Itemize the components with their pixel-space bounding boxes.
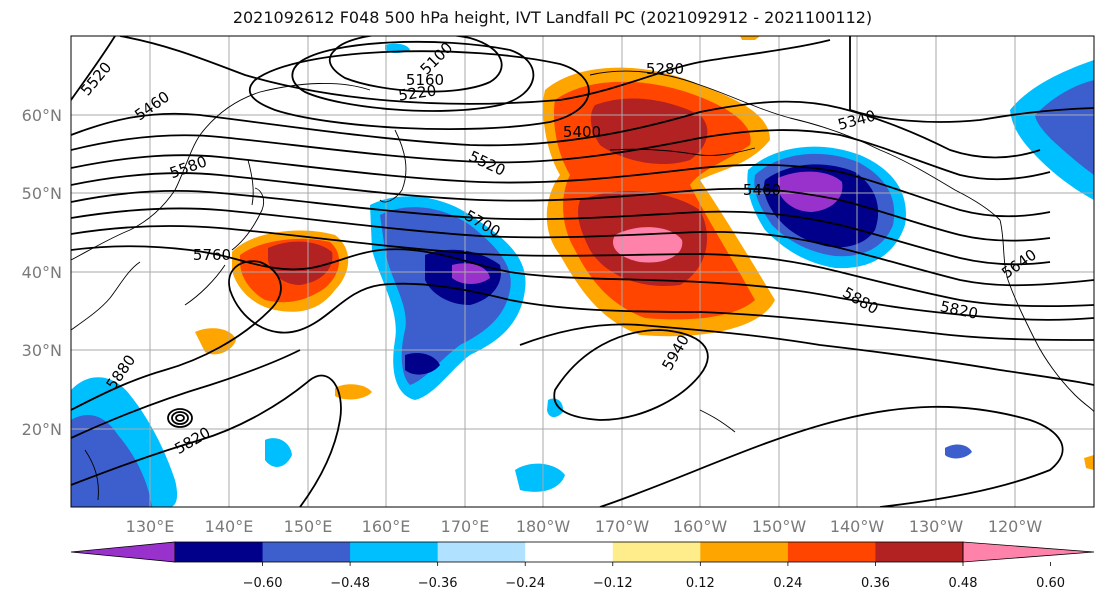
contour-5820: [71, 260, 1094, 411]
colorbar-tick-labels: −0.60 −0.48 −0.36 −0.24 −0.12 0.12 0.24 0.36 0.4…: [243, 562, 1065, 591]
contour-label: 5760: [193, 246, 231, 264]
contour-label: 5220: [397, 81, 437, 104]
contour-5760: [71, 245, 1094, 321]
longitude-label: 150°W: [752, 517, 807, 536]
contour-5700: [71, 225, 1094, 308]
colorbar-segment: [175, 542, 264, 562]
ivt-negative-region-southwest-mid: [71, 415, 152, 507]
colorbar-frame: [174, 541, 964, 563]
colorbar-segment: [437, 542, 526, 562]
latitude-label: 50°N: [22, 184, 62, 203]
colorbar-extend-high: [962, 541, 1095, 563]
colorbar-extend-low: [70, 541, 176, 563]
ivt-negative-region-east-core: [778, 171, 843, 212]
coastline-alaska: [589, 70, 1001, 221]
contour-5280: [119, 36, 831, 105]
latitude-label: 60°N: [22, 106, 62, 125]
coastline-aleutians: [609, 147, 756, 156]
colorbar-segment: [350, 542, 439, 562]
contour-ne-box: [849, 36, 1094, 123]
longitude-label: 160°W: [673, 517, 728, 536]
colorbar-segment: [700, 542, 789, 562]
contour-south-low: [71, 374, 342, 507]
coastline-philippines: [84, 449, 99, 501]
contour-typhoon-1: [167, 408, 193, 428]
map-gridlines: [71, 36, 1094, 507]
contour-5400: [71, 129, 1051, 181]
latitude-label: 30°N: [22, 341, 62, 360]
longitude-label: 120°W: [988, 517, 1043, 536]
longitude-labels: 130°E 140°E 150°E 160°E 170°E 180°W 170°W 160°W…: [126, 517, 1043, 536]
longitude-label: 140°W: [830, 517, 885, 536]
ivt-negative-small-2: [945, 444, 972, 459]
colorbar-tick-label: −0.24: [505, 576, 545, 591]
latitude-labels: 60°N 50°N 40°N 30°N 20°N: [22, 106, 62, 439]
ivt-negative-small-3: [265, 438, 292, 467]
longitude-label: 130°E: [126, 517, 175, 536]
contour-5100-low: [328, 36, 503, 93]
contour-label: 5280: [646, 60, 684, 78]
contour-label: 5160: [406, 71, 444, 89]
longitude-label: 180°W: [516, 517, 571, 536]
contour-label: 5460: [743, 181, 781, 199]
latitude-label: 40°N: [22, 263, 62, 282]
ivt-negative-region-northeast-mid: [1035, 80, 1094, 175]
contour-5940: [553, 329, 709, 421]
coastline-japan: [184, 187, 265, 306]
contour-typhoon-2: [171, 411, 189, 425]
contour-5580: [71, 189, 1051, 266]
colorbar: [70, 541, 1095, 563]
colorbar-segment: [787, 542, 876, 562]
contour-label: 5400: [563, 123, 601, 141]
latitude-label: 20°N: [22, 420, 62, 439]
contour-5520: [71, 172, 1051, 242]
colorbar-tick-label: 0.36: [861, 576, 890, 591]
ivt-positive-small-1: [195, 328, 236, 355]
colorbar-tick-label: 0.12: [686, 576, 715, 591]
ivt-negative-small-1: [515, 463, 565, 492]
contour-5640: [71, 207, 1094, 287]
ivt-positive-region-west-high: [268, 241, 333, 285]
contour-5220-low: [248, 50, 590, 131]
contour-west-low: [71, 36, 116, 101]
coastline-kamchatka: [379, 129, 407, 203]
ivt-positive-small-4: [1084, 455, 1094, 470]
colorbar-segment: [875, 542, 964, 562]
colorbar-tick-label: 0.48: [949, 576, 978, 591]
ivt-negative-region-center-core: [452, 263, 490, 284]
ivt-positive-small-2: [335, 384, 372, 400]
longitude-label: 150°E: [284, 517, 333, 536]
longitude-label: 130°W: [909, 517, 964, 536]
longitude-label: 160°E: [362, 517, 411, 536]
coastline-sakhalin: [247, 159, 254, 206]
colorbar-segment: [525, 542, 614, 562]
map-frame: [70, 35, 1095, 508]
longitude-label: 140°E: [205, 517, 254, 536]
colorbar-tick-label: 0.24: [773, 576, 802, 591]
map-title: 2021092612 F048 500 hPa height, IVT Land…: [232, 8, 873, 27]
contour-typhoon-3: [175, 414, 185, 422]
contour-5460: [71, 154, 1051, 218]
colorbar-segment: [612, 542, 701, 562]
contour-south-east: [599, 405, 1064, 507]
ivt-positive-small-3: [740, 36, 760, 40]
colorbar-tick-label: 0.60: [1036, 576, 1065, 591]
height-contours: [71, 36, 1094, 507]
longitude-label: 170°E: [441, 517, 490, 536]
coastline-hawaii: [699, 409, 736, 433]
contour-5340: [71, 100, 1041, 159]
colorbar-tick-label: −0.12: [593, 576, 633, 591]
colorbar-segment: [262, 542, 351, 562]
ivt-negative-small-4: [547, 398, 564, 418]
colorbar-tick-label: −0.60: [243, 576, 283, 591]
contour-5880: [71, 323, 1094, 439]
colorbar-tick-label: −0.36: [418, 576, 458, 591]
colorbar-tick-label: −0.48: [330, 576, 370, 591]
longitude-label: 170°W: [595, 517, 650, 536]
